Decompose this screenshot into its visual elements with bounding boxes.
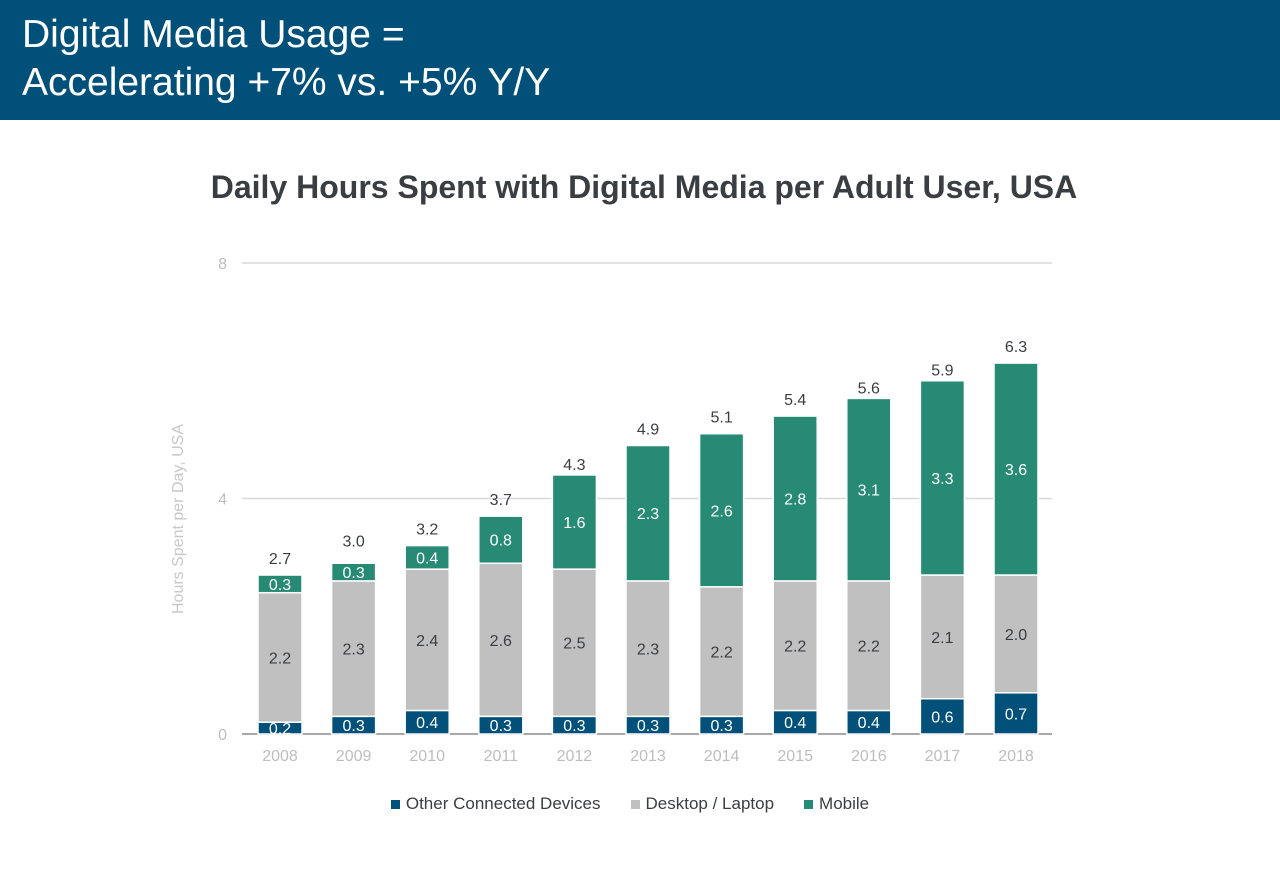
bar-segment-mobile <box>698 432 745 588</box>
x-tick-label: 2013 <box>630 748 666 765</box>
bar-total-label: 5.1 <box>710 410 732 427</box>
bar-total-label: 5.6 <box>858 380 880 397</box>
bar-value-label: 1.6 <box>563 515 585 532</box>
bar-total-label: 5.9 <box>931 363 953 380</box>
bar-segment-mobile <box>551 474 598 570</box>
bar-segment-mobile <box>478 515 524 565</box>
bar-value-label: 2.6 <box>710 503 732 520</box>
bar-value-label: 2.3 <box>637 642 659 659</box>
bar-value-label: 3.6 <box>1005 462 1027 479</box>
x-tick-label: 2012 <box>557 748 593 765</box>
bar-total-label: 3.2 <box>416 522 438 539</box>
chart-title: Daily Hours Spent with Digital Media per… <box>210 169 1078 205</box>
bar-segment-mobile <box>257 574 303 594</box>
x-tick-label: 2011 <box>484 748 519 765</box>
bar-value-label: 2.2 <box>784 639 806 656</box>
legend-label: Other Connected Devices <box>405 794 601 813</box>
bar-total-label: 4.3 <box>563 457 585 474</box>
bar-value-label: 0.3 <box>490 718 512 735</box>
bar-segment-desktop-laptop <box>625 580 671 718</box>
legend-item: Other Connected Devices <box>390 794 601 814</box>
bar-value-label: 2.2 <box>710 645 732 662</box>
y-tick-label: 4 <box>218 492 227 509</box>
bar-value-label: 0.7 <box>1005 706 1027 723</box>
y-tick-label: 0 <box>218 727 227 744</box>
bar-value-label: 3.3 <box>931 471 953 488</box>
bar-total-label: 2.7 <box>269 551 291 568</box>
y-tick-label: 8 <box>218 256 227 273</box>
bar-segment-desktop-laptop <box>478 562 524 718</box>
bar-value-label: 2.5 <box>563 636 585 653</box>
bar-value-label: 2.2 <box>269 650 291 667</box>
x-tick-label: 2017 <box>925 748 961 765</box>
bar-segment-desktop-laptop <box>993 574 1039 694</box>
bar-total-label: 5.4 <box>784 392 806 409</box>
bar-value-label: 2.4 <box>416 633 438 650</box>
x-tick-label: 2008 <box>262 748 298 765</box>
bar-value-label: 0.3 <box>269 577 291 594</box>
bar-segment-mobile <box>993 362 1039 576</box>
legend-label: Desktop / Laptop <box>645 794 775 813</box>
bar-value-label: 0.3 <box>710 718 732 735</box>
legend-item: Mobile <box>804 794 869 814</box>
bar-value-label: 0.4 <box>784 715 806 732</box>
legend-item: Desktop / Laptop <box>630 794 775 814</box>
bar-value-label: 0.3 <box>563 718 585 735</box>
bar-value-label: 2.2 <box>858 639 880 656</box>
bar-segment-desktop-laptop <box>846 580 892 712</box>
bar-value-label: 2.6 <box>490 633 512 650</box>
x-tick-label: 2009 <box>336 748 372 765</box>
bar-total-label: 6.3 <box>1005 339 1027 356</box>
bar-segment-mobile <box>625 444 671 582</box>
bar-segment-mobile <box>772 415 818 582</box>
bar-value-label: 2.3 <box>342 642 364 659</box>
bar-value-label: 0.2 <box>269 721 291 738</box>
bar-segment-desktop-laptop <box>404 568 450 712</box>
bar-segment-mobile <box>330 562 377 582</box>
bar-value-label: 0.4 <box>416 550 438 567</box>
bar-segment-mobile <box>404 544 450 570</box>
slide-title-line-2: Accelerating +7% vs. +5% Y/Y <box>22 61 551 104</box>
bar-value-label: 0.4 <box>416 715 438 732</box>
y-axis-label: Hours Spent per Day, USA <box>170 424 187 614</box>
legend-label: Mobile <box>819 794 870 813</box>
slide-header: Digital Media Usage = Accelerating +7% v… <box>0 0 1280 120</box>
bar-value-label: 2.8 <box>784 492 806 509</box>
x-tick-label: 2014 <box>704 748 740 765</box>
x-tick-label: 2018 <box>998 748 1034 765</box>
bar-segment-mobile <box>919 380 966 576</box>
bar-segment-desktop-laptop <box>698 586 745 718</box>
bar-total-label: 4.9 <box>637 422 659 439</box>
bar-value-label: 2.0 <box>1005 627 1027 644</box>
bar-value-label: 2.1 <box>931 630 953 647</box>
bar-value-label: 0.3 <box>342 718 364 735</box>
bar-segment-mobile <box>846 397 892 582</box>
bar-segment-desktop-laptop <box>257 591 303 723</box>
legend-swatch <box>630 799 640 809</box>
bar-value-label: 0.4 <box>858 715 880 732</box>
bar-value-label: 2.3 <box>637 506 659 523</box>
x-tick-label: 2010 <box>409 748 445 765</box>
bar-total-label: 3.0 <box>342 533 364 550</box>
legend-swatch <box>390 799 400 809</box>
bar-value-label: 3.1 <box>858 483 880 500</box>
slide-title-line-1: Digital Media Usage = <box>22 13 405 56</box>
x-tick-label: 2015 <box>777 748 813 765</box>
x-tick-label: 2016 <box>851 748 887 765</box>
bar-segment-desktop-laptop <box>330 580 377 718</box>
bar-segment-desktop-laptop <box>919 574 966 700</box>
bar-value-label: 0.3 <box>342 565 364 582</box>
bar-value-label: 0.3 <box>637 718 659 735</box>
bar-total-label: 3.7 <box>490 492 512 509</box>
chart-legend: Other Connected Devices Desktop / Laptop M… <box>0 794 1260 814</box>
bar-value-label: 0.8 <box>490 533 512 550</box>
bar-value-label: 0.6 <box>931 709 953 726</box>
legend-swatch <box>804 799 814 809</box>
